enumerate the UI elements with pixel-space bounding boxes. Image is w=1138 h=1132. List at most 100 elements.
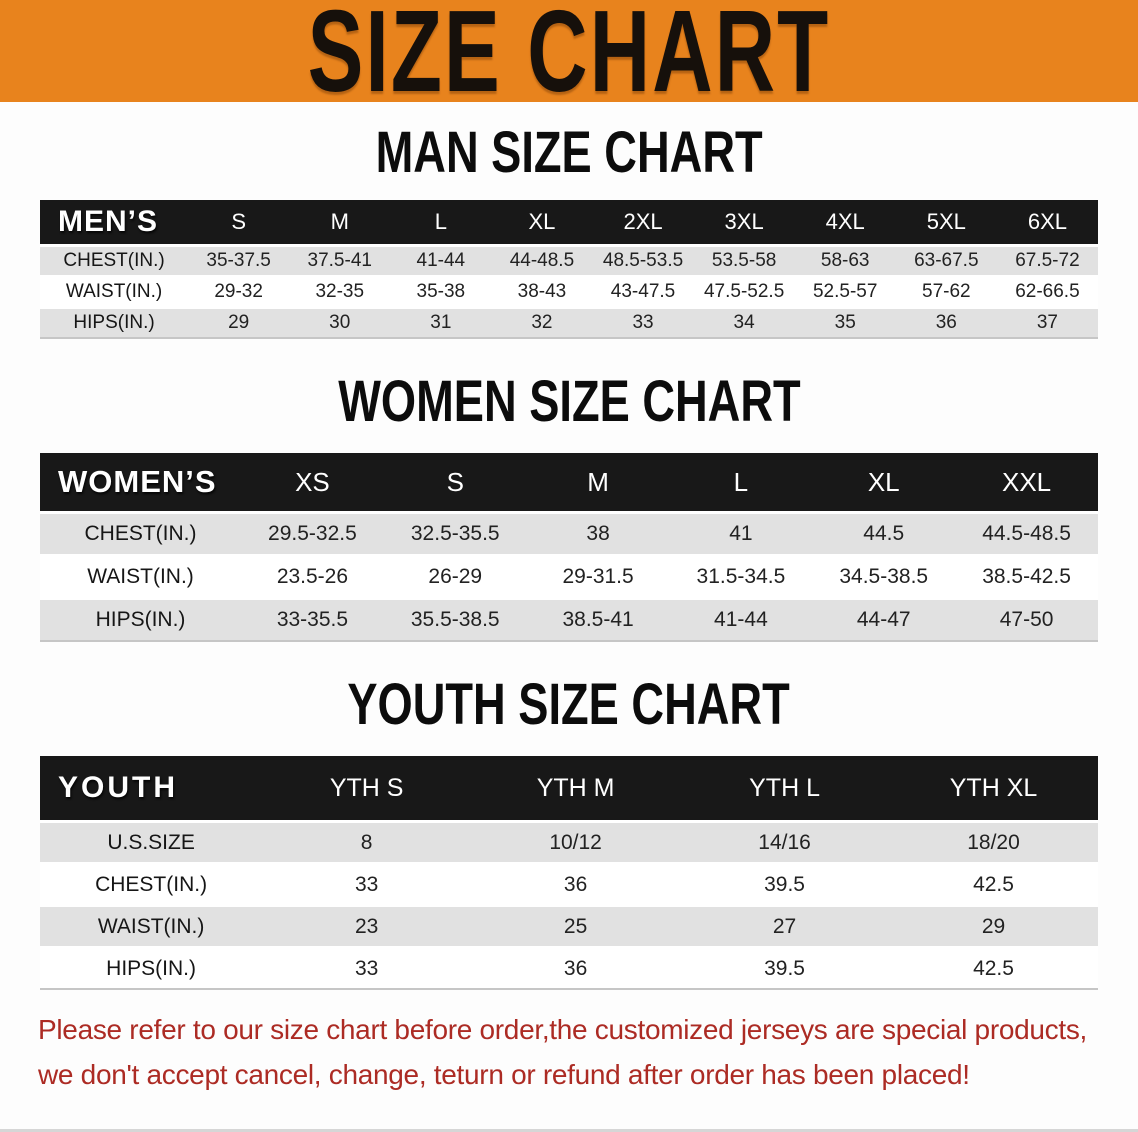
size-cell: 25: [471, 904, 681, 946]
size-cell: 35.5-38.5: [383, 597, 527, 640]
column-header: YTH XL: [889, 756, 1098, 820]
row-label: WAIST(IN.): [40, 904, 263, 946]
size-cell: 29.5-32.5: [241, 511, 384, 554]
size-cell: 57-62: [895, 275, 997, 306]
size-table: MEN’S S M L XL 2XL 3XL 4XL 5XL 6XL CHEST(IN.) 35-37…: [40, 200, 1098, 339]
table-row: CHEST(IN.) 33 36 39.5 42.5: [40, 862, 1098, 904]
section-women: WOMEN SIZE CHART WOMEN’S XS S M L XL XXL CHEST(…: [0, 373, 1138, 642]
row-label: U.S.SIZE: [40, 820, 263, 862]
column-header: 5XL: [895, 200, 997, 244]
size-cell: 63-67.5: [895, 244, 997, 275]
table-row: WAIST(IN.) 23 25 27 29: [40, 904, 1098, 946]
size-cell: 36: [895, 306, 997, 337]
size-cell: 29-31.5: [526, 554, 670, 597]
table-header-row: MEN’S S M L XL 2XL 3XL 4XL 5XL 6XL: [40, 200, 1098, 244]
size-cell: 23: [262, 904, 472, 946]
size-cell: 47.5-52.5: [693, 275, 795, 306]
table-row: CHEST(IN.) 29.5-32.5 32.5-35.5 38 41 44.5 44.5…: [40, 511, 1098, 554]
size-cell: 42.5: [889, 862, 1098, 904]
size-cell: 47-50: [955, 597, 1098, 640]
column-header: XS: [241, 453, 384, 511]
women-section-heading: WOMEN SIZE CHART: [0, 373, 1138, 431]
row-label: WAIST(IN.): [40, 554, 242, 597]
women-size-table: WOMEN’S XS S M L XL XXL CHEST(IN.) 29.5-32.5 32.5…: [40, 453, 1098, 642]
size-cell: 53.5-58: [693, 244, 795, 275]
size-cell: 37.5-41: [289, 244, 391, 275]
size-cell: 38.5-42.5: [955, 554, 1098, 597]
size-cell: 31: [390, 306, 492, 337]
size-cell: 41-44: [390, 244, 492, 275]
size-cell: 48.5-53.5: [592, 244, 694, 275]
row-label: CHEST(IN.): [40, 862, 263, 904]
size-cell: 10/12: [471, 820, 681, 862]
size-cell: 23.5-26: [241, 554, 384, 597]
size-cell: 36: [471, 862, 681, 904]
table-row: WAIST(IN.) 23.5-26 26-29 29-31.5 31.5-34.5 34…: [40, 554, 1098, 597]
size-cell: 43-47.5: [592, 275, 694, 306]
row-label: HIPS(IN.): [40, 597, 242, 640]
size-cell: 44-47: [812, 597, 956, 640]
column-header: S: [383, 453, 527, 511]
footer-notice: Please refer to our size chart before or…: [38, 1008, 1104, 1098]
row-label: CHEST(IN.): [40, 511, 242, 554]
youth-section-heading: YOUTH SIZE CHART: [0, 676, 1138, 734]
column-header: M: [289, 200, 391, 244]
size-cell: 38: [526, 511, 670, 554]
size-table: WOMEN’S XS S M L XL XXL CHEST(IN.) 29.5-32.5 32.5…: [40, 453, 1098, 642]
size-cell: 29: [889, 904, 1098, 946]
table-row: HIPS(IN.) 33-35.5 35.5-38.5 38.5-41 41-44 44-…: [40, 597, 1098, 640]
row-label: WAIST(IN.): [40, 275, 189, 306]
table-row: HIPS(IN.) 33 36 39.5 42.5: [40, 946, 1098, 988]
size-cell: 39.5: [680, 946, 890, 988]
table-row: CHEST(IN.) 35-37.5 37.5-41 41-44 44-48.5 48.5…: [40, 244, 1098, 275]
youth-size-table: YOUTH YTH S YTH M YTH L YTH XL U.S.SIZE 8 10/12…: [40, 756, 1098, 990]
main-content: MAN SIZE CHART MEN’S S M L XL 2XL 3XL 4XL 5XL 6XL…: [0, 124, 1138, 990]
column-header: YTH L: [680, 756, 890, 820]
size-cell: 44.5: [812, 511, 956, 554]
table-header-row: YOUTH YTH S YTH M YTH L YTH XL: [40, 756, 1098, 820]
size-cell: 35-38: [390, 275, 492, 306]
column-header: XL: [491, 200, 593, 244]
size-cell: 36: [471, 946, 681, 988]
size-cell: 41: [669, 511, 813, 554]
column-header: XL: [812, 453, 956, 511]
column-header: L: [669, 453, 813, 511]
size-cell: 33-35.5: [241, 597, 384, 640]
size-cell: 14/16: [680, 820, 890, 862]
size-table: YOUTH YTH S YTH M YTH L YTH XL U.S.SIZE 8 10/12…: [40, 756, 1098, 990]
banner: SIZE CHART: [0, 0, 1138, 102]
section-youth: YOUTH SIZE CHART YOUTH YTH S YTH M YTH L YTH…: [0, 676, 1138, 990]
men-section-heading: MAN SIZE CHART: [0, 124, 1138, 182]
size-cell: 32: [491, 306, 593, 337]
table-row: WAIST(IN.) 29-32 32-35 35-38 38-43 43-47.5 47.…: [40, 275, 1098, 306]
size-cell: 35: [794, 306, 896, 337]
row-label: HIPS(IN.): [40, 946, 263, 988]
column-header: L: [390, 200, 492, 244]
size-cell: 29-32: [188, 275, 290, 306]
size-cell: 34: [693, 306, 795, 337]
size-cell: 41-44: [669, 597, 813, 640]
table-corner-label: MEN’S: [40, 200, 189, 244]
women-section-heading-text: WOMEN SIZE CHART: [337, 369, 801, 434]
size-cell: 67.5-72: [996, 244, 1098, 275]
row-label: HIPS(IN.): [40, 306, 189, 337]
size-cell: 26-29: [383, 554, 527, 597]
size-cell: 30: [289, 306, 391, 337]
section-men: MAN SIZE CHART MEN’S S M L XL 2XL 3XL 4XL 5XL 6XL…: [0, 124, 1138, 339]
banner-title: SIZE CHART: [307, 0, 831, 102]
size-cell: 34.5-38.5: [812, 554, 956, 597]
table-row: HIPS(IN.) 29 30 31 32 33 34 35 36 37: [40, 306, 1098, 337]
notice-line-1: Please refer to our size chart before or…: [38, 1014, 1088, 1045]
men-size-table: MEN’S S M L XL 2XL 3XL 4XL 5XL 6XL CHEST(IN.) 35-37…: [40, 200, 1098, 339]
column-header: M: [526, 453, 670, 511]
size-cell: 33: [262, 862, 472, 904]
size-cell: 44.5-48.5: [955, 511, 1098, 554]
column-header: S: [188, 200, 290, 244]
table-row: U.S.SIZE 8 10/12 14/16 18/20: [40, 820, 1098, 862]
size-cell: 31.5-34.5: [669, 554, 813, 597]
size-cell: 52.5-57: [794, 275, 896, 306]
size-cell: 39.5: [680, 862, 890, 904]
size-cell: 38.5-41: [526, 597, 670, 640]
size-cell: 35-37.5: [188, 244, 290, 275]
